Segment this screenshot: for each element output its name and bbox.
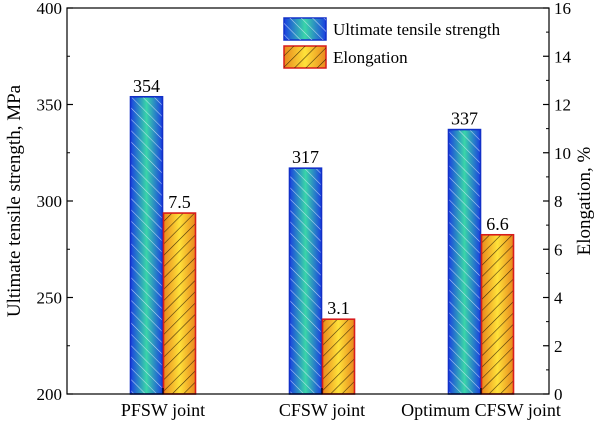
y-right-tick-label-5: 10 <box>554 144 571 163</box>
y-left-tick-label-0: 200 <box>37 385 63 404</box>
bars-layer <box>129 95 515 395</box>
x-category-label-0: PFSW joint <box>121 400 205 420</box>
bar-uts-hatch-1 <box>288 167 323 395</box>
x-category-label-2: Optimum CFSW joint <box>401 400 561 420</box>
bar-elongation-hatch-0 <box>162 212 197 395</box>
legend-label-elongation: Elongation <box>333 48 408 67</box>
legend-swatch-elongation-hatch <box>284 46 326 68</box>
y-right-tick-label-8: 16 <box>554 0 571 18</box>
legend-item-elongation: Elongation <box>283 45 408 69</box>
data-labels-layer: 354 317 337 7.5 3.1 6.6 <box>133 76 509 318</box>
data-label-uts-1: 317 <box>292 147 319 167</box>
ticks-layer: 200 250 300 350 400 0 2 4 6 8 10 12 14 16 PFSW joint CF… <box>37 0 572 420</box>
y-right-tick-label-4: 8 <box>554 192 563 211</box>
legend-label-uts: Ultimate tensile strength <box>333 20 501 39</box>
legend: Ultimate tensile strength Elongation <box>283 17 501 69</box>
bar-uts-hatch-2 <box>447 128 482 395</box>
y-left-tick-label-1: 250 <box>37 289 63 308</box>
legend-swatch-uts-hatch <box>284 18 326 40</box>
legend-item-uts: Ultimate tensile strength <box>283 17 501 41</box>
x-category-label-1: CFSW joint <box>279 400 365 420</box>
y-left-tick-label-4: 400 <box>37 0 63 18</box>
bar-uts-hatch-0 <box>129 95 164 395</box>
y-right-tick-label-3: 6 <box>554 240 563 259</box>
data-label-elongation-0: 7.5 <box>168 192 191 212</box>
y-left-tick-label-3: 350 <box>37 96 63 115</box>
y-axis-left-title: Ultimate tensile strength, MPa <box>4 84 25 317</box>
y-axis-right-title: Elongation, % <box>574 146 595 255</box>
y-right-tick-label-7: 14 <box>554 47 572 66</box>
data-label-uts-2: 337 <box>451 109 478 129</box>
y-right-tick-label-2: 4 <box>554 289 563 308</box>
bar-elongation-hatch-2 <box>480 233 515 395</box>
y-right-tick-label-0: 0 <box>554 385 563 404</box>
y-right-tick-label-6: 12 <box>554 96 571 115</box>
data-label-uts-0: 354 <box>133 76 160 96</box>
bar-elongation-hatch-1 <box>321 318 356 395</box>
data-label-elongation-1: 3.1 <box>327 298 350 318</box>
data-label-elongation-2: 6.6 <box>486 214 509 234</box>
y-left-tick-label-2: 300 <box>37 192 63 211</box>
y-right-tick-label-1: 2 <box>554 337 563 356</box>
